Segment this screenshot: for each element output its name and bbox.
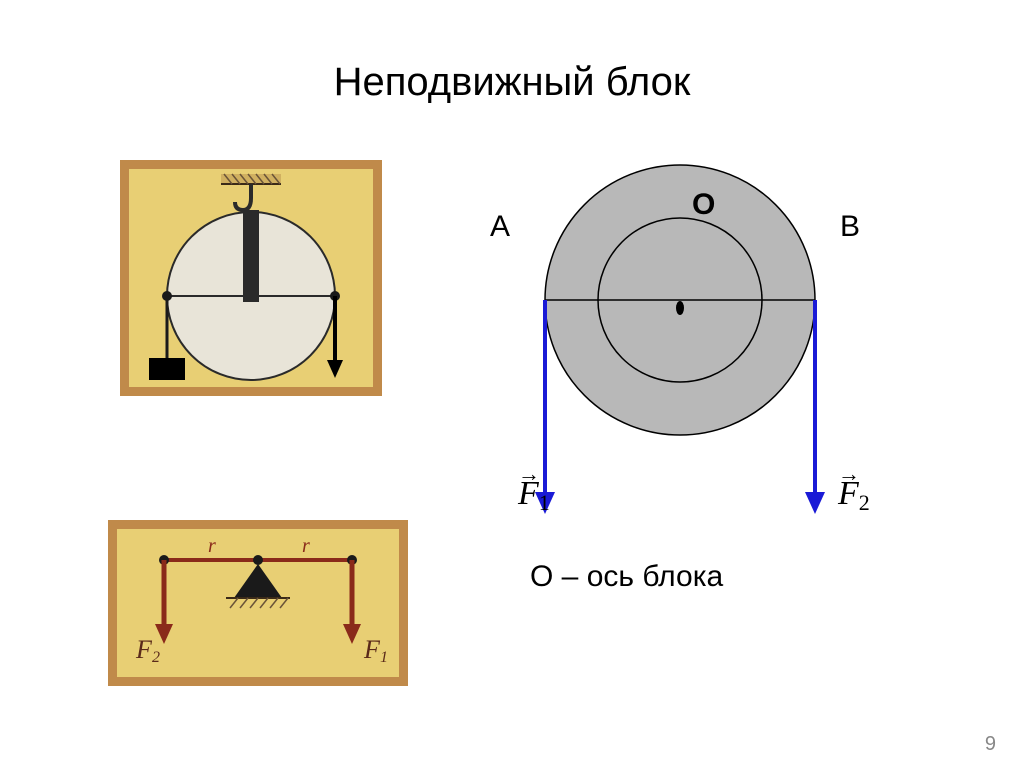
force-f2-sub: 2 bbox=[859, 490, 870, 515]
label-b: В bbox=[840, 210, 860, 244]
force-f1-sub: 1 bbox=[539, 490, 550, 515]
page-number: 9 bbox=[985, 733, 996, 756]
label-a: А bbox=[490, 210, 510, 244]
force-f2-label: F → 2 bbox=[838, 475, 870, 513]
label-o: O bbox=[692, 188, 715, 222]
axis-caption: О – ось блока bbox=[530, 560, 723, 594]
force-f1-label: F → 1 bbox=[518, 475, 550, 513]
pulley-schematic bbox=[0, 0, 1024, 768]
